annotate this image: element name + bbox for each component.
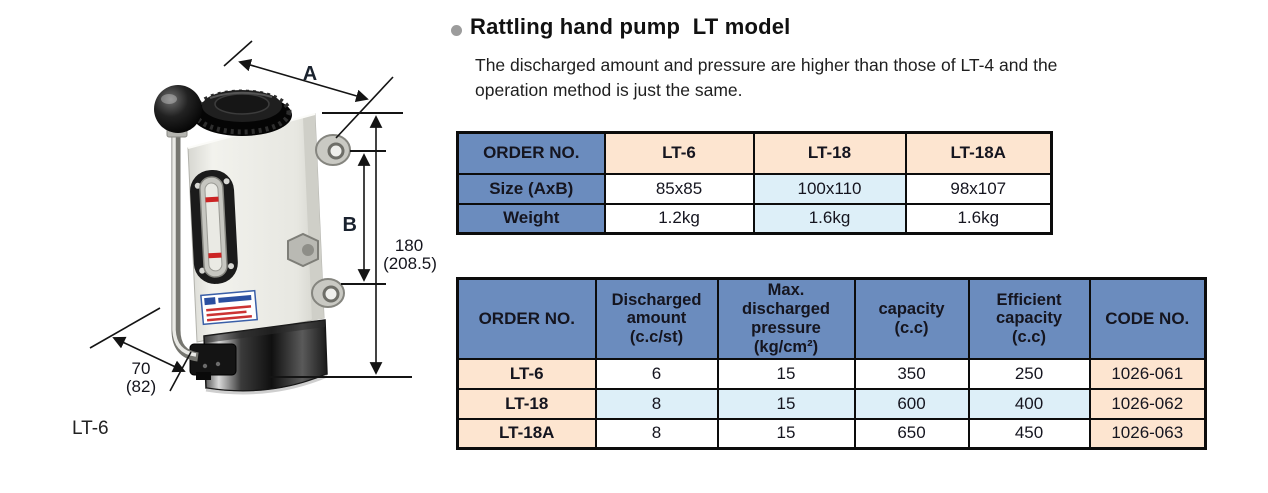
dimension-width-label: 70	[132, 359, 151, 378]
table-row-lt18: LT-18 8 15 600 400 1026-062	[456, 387, 1207, 420]
row-header-weight: Weight	[456, 202, 606, 235]
value-cell: 350	[853, 357, 970, 390]
value-cell: 400	[967, 387, 1091, 420]
col-header-lt18a: LT-18A	[904, 131, 1053, 175]
side-port-fitting	[287, 232, 319, 268]
table-row-size: Size (AxB) 85x85 100x110 98x107	[456, 172, 1053, 205]
col-header-discharged: Discharged amount (c.c/st)	[594, 277, 719, 360]
value-cell: 100x110	[752, 172, 907, 205]
col-header-pressure: Max. discharged pressure (kg/cm²)	[716, 277, 856, 360]
table-header-row: ORDER NO. LT-6 LT-18 LT-18A	[456, 131, 1053, 175]
value-cell: 1.6kg	[752, 202, 907, 235]
bullet-icon	[451, 25, 462, 36]
ball-handle	[154, 85, 202, 133]
value-cell: 1.6kg	[904, 202, 1053, 235]
row-header-model: LT-18A	[456, 417, 597, 450]
table-row-lt6: LT-6 6 15 350 250 1026-061	[456, 357, 1207, 390]
dimension-b-label: B	[343, 214, 357, 236]
product-info: Rattling hand pump LT model The discharg…	[448, 0, 1268, 493]
pump-body	[187, 113, 325, 343]
value-cell: 450	[967, 417, 1091, 450]
sight-glass	[190, 169, 238, 284]
pump-diagram: A B 180 (208.5) 70 (82)	[0, 0, 455, 493]
col-header-lt18: LT-18	[752, 131, 907, 175]
mounting-lug-bottom	[311, 278, 345, 308]
dimension-a-label: A	[303, 63, 317, 85]
dimension-width-alt-label: (82)	[126, 377, 156, 396]
code-cell: 1026-061	[1088, 357, 1207, 390]
dimension-height-label: 180	[395, 236, 423, 255]
table-row-lt18a: LT-18A 8 15 650 450 1026-063	[456, 417, 1207, 450]
col-header-order-no: ORDER NO.	[456, 131, 606, 175]
outlet-block	[189, 343, 237, 380]
value-cell: 15	[716, 387, 856, 420]
dimension-width	[89, 307, 192, 392]
filler-cap	[192, 89, 292, 136]
dimension-a	[223, 40, 394, 139]
col-header-capacity: capacity (c.c)	[853, 277, 970, 360]
table-row-weight: Weight 1.2kg 1.6kg 1.6kg	[456, 202, 1053, 235]
performance-table: ORDER NO. Discharged amount (c.c/st) Max…	[456, 277, 1207, 450]
value-cell: 6	[594, 357, 719, 390]
value-cell: 1.2kg	[603, 202, 755, 235]
product-description: The discharged amount and pressure are h…	[475, 55, 1058, 100]
mounting-lug-top	[315, 134, 351, 166]
value-cell: 650	[853, 417, 970, 450]
dimension-height-alt-label: (208.5)	[383, 254, 437, 273]
row-header-model: LT-18	[456, 387, 597, 420]
row-header-model: LT-6	[456, 357, 597, 390]
row-header-size: Size (AxB)	[456, 172, 606, 205]
value-cell: 600	[853, 387, 970, 420]
model-caption: LT-6	[72, 418, 109, 439]
value-cell: 8	[594, 387, 719, 420]
value-cell: 98x107	[904, 172, 1053, 205]
dimension-height	[268, 112, 412, 378]
size-weight-table: ORDER NO. LT-6 LT-18 LT-18A Size (AxB) 8…	[456, 131, 1053, 235]
col-header-order-no: ORDER NO.	[456, 277, 597, 360]
code-cell: 1026-062	[1088, 387, 1207, 420]
value-cell: 8	[594, 417, 719, 450]
code-cell: 1026-063	[1088, 417, 1207, 450]
col-header-code-no: CODE NO.	[1088, 277, 1207, 360]
value-cell: 85x85	[603, 172, 755, 205]
value-cell: 250	[967, 357, 1091, 390]
value-cell: 15	[716, 357, 856, 390]
col-header-efficient: Efficient capacity (c.c)	[967, 277, 1091, 360]
brand-label	[200, 289, 259, 326]
table-header-row: ORDER NO. Discharged amount (c.c/st) Max…	[456, 277, 1207, 360]
value-cell: 15	[716, 417, 856, 450]
pump-illustration: A B 180 (208.5) 70 (82)	[72, 40, 437, 439]
col-header-lt6: LT-6	[603, 131, 755, 175]
page-title: Rattling hand pump LT model	[470, 14, 791, 39]
